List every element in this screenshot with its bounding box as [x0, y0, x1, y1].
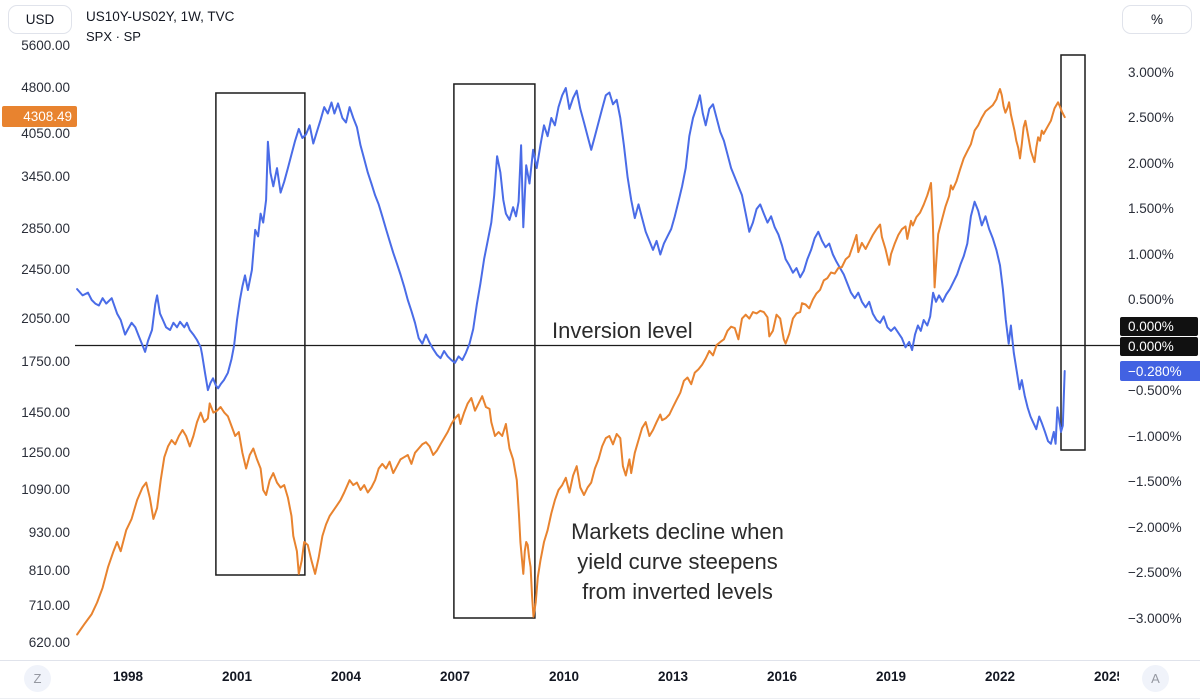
right-axis-tick-label: 2.500% [1128, 110, 1174, 125]
symbol-title[interactable]: US10Y-US02Y, 1W, TVC [86, 9, 235, 24]
highlight-rectangle[interactable] [453, 83, 536, 619]
right-percent-axis[interactable]: 3.000% 2.500% 2.000% 1.500% 1.000% 0.500% −0.5… [1118, 0, 1200, 660]
time-axis-labels: 1998 2001 2004 2007 2010 2013 2016 2019 2022 2025 [0, 661, 1119, 699]
left-axis-tick-label: 1250.00 [21, 444, 70, 460]
spx-last-value-badge: 4308.49 [2, 106, 77, 127]
time-axis-tick-label: 2025 [1093, 669, 1119, 684]
time-axis-tick-label: 1998 [112, 669, 144, 684]
left-axis-tick-label: 2050.00 [21, 310, 70, 326]
right-axis-tick-label: −2.000% [1128, 519, 1182, 535]
annotation-line-3: from inverted levels [582, 579, 773, 604]
time-axis[interactable]: 1998 2001 2004 2007 2010 2013 2016 2019 2022 2025… [0, 660, 1200, 699]
price-plot[interactable] [0, 0, 1200, 660]
markets-decline-annotation[interactable]: Markets decline when yield curve steepen… [545, 517, 810, 607]
time-axis-tick-label: 2016 [766, 669, 797, 684]
right-axis-tick-label: 3.000% [1128, 64, 1174, 80]
right-axis-tick-label: 1.500% [1128, 201, 1174, 216]
annotation-line-2: yield curve steepens [577, 549, 778, 574]
right-axis-tick-label: −1.500% [1128, 474, 1182, 489]
right-axis-tick-label: 1.000% [1128, 246, 1174, 262]
left-axis-tick-label: 3450.00 [21, 169, 70, 185]
right-axis-tick-label: 2.000% [1128, 155, 1174, 171]
left-axis-tick-label: 710.00 [28, 598, 70, 614]
percent-unit-button[interactable]: % [1122, 5, 1192, 34]
highlight-rectangle[interactable] [215, 92, 306, 576]
zoom-out-button[interactable]: Z [24, 665, 51, 692]
right-axis-tick-label: −1.000% [1128, 428, 1182, 444]
right-axis-tick-label: 0.500% [1128, 292, 1174, 307]
spread-line[interactable] [76, 87, 1066, 445]
right-axis-tick-label: −2.500% [1128, 565, 1182, 580]
left-axis-tick-label: 4050.00 [21, 125, 70, 141]
left-axis-tick-label: 810.00 [28, 562, 70, 578]
time-axis-tick-label: 2022 [984, 669, 1015, 684]
zero-level-badge-1: 0.000% [1120, 317, 1198, 336]
auto-fit-button[interactable]: A [1142, 665, 1169, 692]
time-axis-tick-label: 2013 [657, 669, 688, 684]
left-price-axis[interactable]: 5600.00 4800.00 4050.00 3450.00 2850.00 2450.… [0, 0, 75, 660]
chart-canvas[interactable]: 5600.00 4800.00 4050.00 3450.00 2850.00 2450.… [0, 0, 1200, 660]
overlay-symbol-title[interactable]: SPX · SP [86, 29, 141, 44]
spread-last-value-badge: −0.280% [1120, 361, 1200, 381]
annotation-line-1: Markets decline when [571, 519, 784, 544]
left-axis-tick-label: 2850.00 [21, 221, 70, 237]
left-axis-tick-label: 4800.00 [21, 79, 70, 95]
highlight-rectangle[interactable] [1060, 54, 1086, 451]
left-axis-tick-label: 620.00 [28, 635, 70, 651]
left-axis-tick-label: 5600.00 [21, 38, 70, 53]
left-axis-tick-label: 930.00 [28, 525, 70, 541]
time-axis-tick-label: 2019 [875, 669, 906, 684]
left-axis-tick-label: 2450.00 [21, 262, 70, 278]
spx-line[interactable] [76, 88, 1066, 636]
time-axis-tick-label: 2004 [330, 669, 361, 684]
time-axis-tick-label: 2010 [548, 669, 579, 684]
time-axis-tick-label: 2001 [221, 669, 252, 684]
left-axis-tick-label: 1090.00 [21, 482, 70, 497]
right-axis-tick-label: −3.000% [1128, 610, 1182, 626]
left-axis-tick-label: 1450.00 [21, 404, 70, 420]
right-axis-tick-label: −0.500% [1128, 383, 1182, 398]
inversion-level-annotation[interactable]: Inversion level [552, 318, 693, 343]
left-axis-tick-label: 1750.00 [21, 353, 70, 369]
time-axis-tick-label: 2007 [439, 669, 470, 684]
currency-unit-button[interactable]: USD [8, 5, 72, 34]
zero-level-badge-2: 0.000% [1120, 337, 1198, 356]
